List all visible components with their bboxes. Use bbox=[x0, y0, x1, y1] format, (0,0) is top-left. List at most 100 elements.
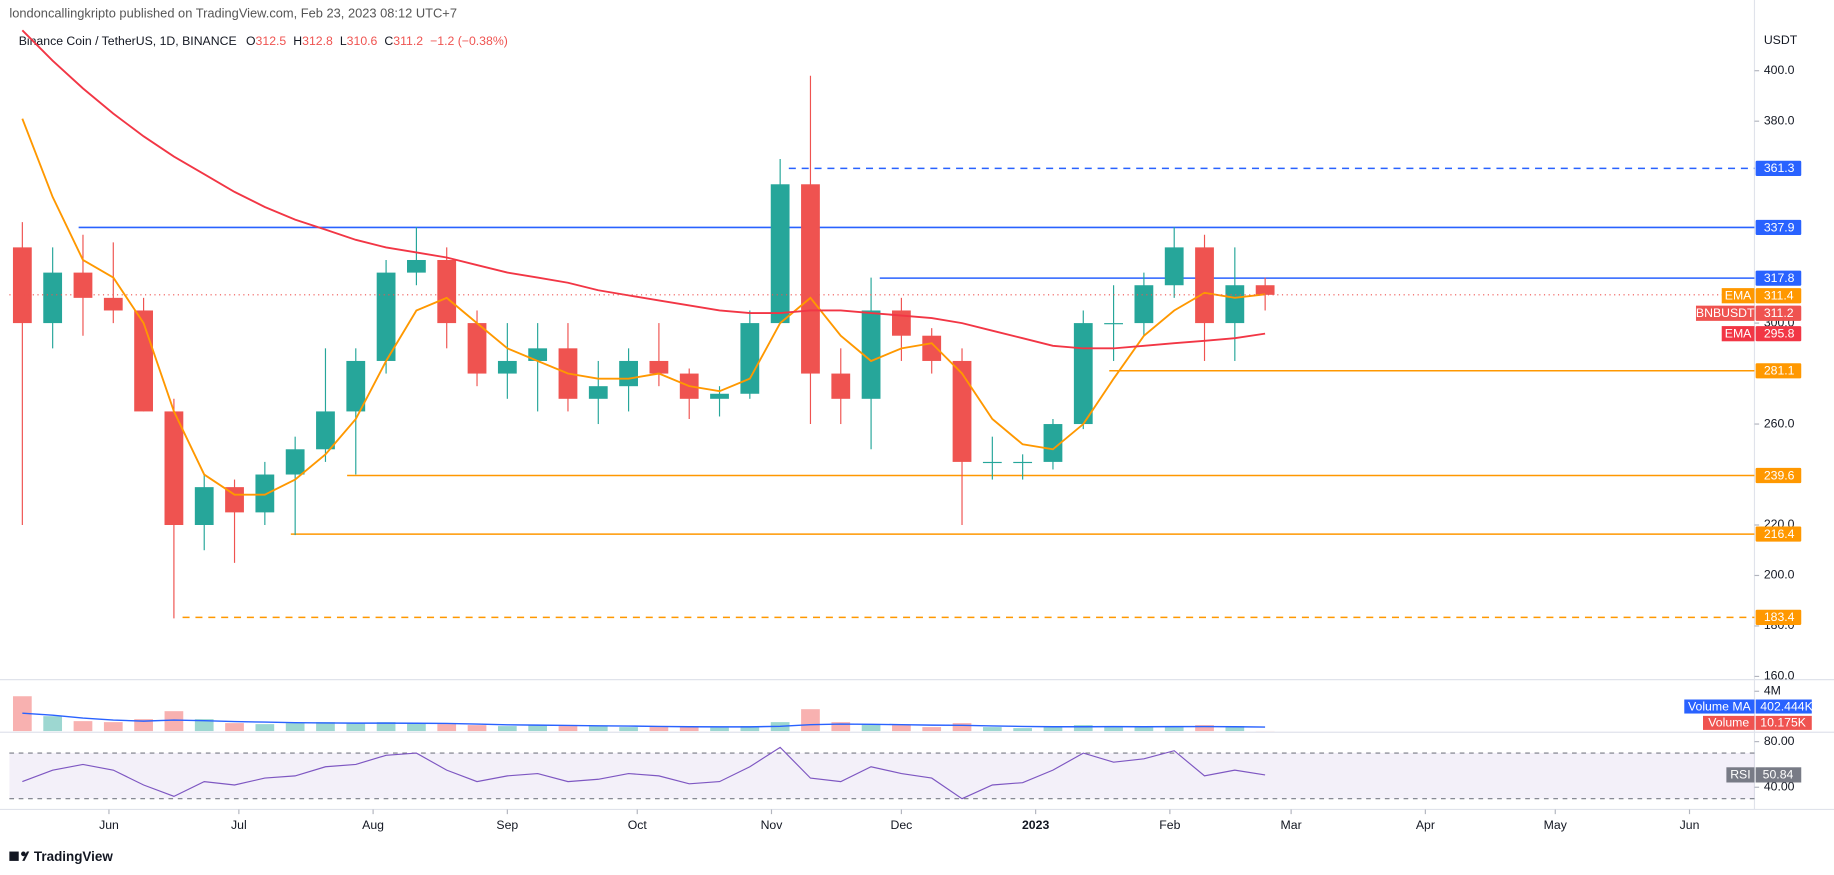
candle-body bbox=[831, 373, 851, 399]
price-label: 311.4 bbox=[1764, 289, 1794, 303]
volume-bar bbox=[437, 724, 457, 732]
rsi-tag-box bbox=[1726, 767, 1755, 783]
price-tag-box bbox=[1721, 288, 1755, 304]
price-label-box bbox=[1755, 363, 1802, 379]
candle-body bbox=[982, 461, 1002, 464]
candle-body bbox=[1255, 285, 1275, 295]
volume-bar bbox=[588, 726, 608, 732]
candle-body bbox=[346, 360, 366, 412]
x-tick-label: Jun bbox=[99, 818, 119, 832]
y-tick-label: 160.0 bbox=[1764, 669, 1795, 683]
unit-label: USDT bbox=[1764, 33, 1798, 47]
candle-body bbox=[12, 247, 32, 324]
volume-bar bbox=[1195, 725, 1214, 732]
volume-bar bbox=[43, 716, 63, 732]
ohlc-value: 310.6 bbox=[347, 34, 378, 48]
candle-body bbox=[164, 411, 184, 525]
price-label-box bbox=[1755, 305, 1802, 321]
volume-ma-line bbox=[22, 712, 1266, 728]
volume-label: 402.444K bbox=[1760, 699, 1813, 713]
symbol: Binance Coin / TetherUS, 1D, BINANCE bbox=[19, 34, 237, 48]
volume-bar bbox=[1225, 726, 1245, 732]
candle-body bbox=[922, 335, 942, 361]
candle-body bbox=[255, 474, 275, 513]
x-tick-label: Dec bbox=[890, 818, 912, 832]
volume-bar bbox=[103, 722, 123, 732]
volume-bar bbox=[194, 719, 214, 732]
price-label: 295.8 bbox=[1764, 327, 1795, 341]
price-label: 239.6 bbox=[1764, 468, 1795, 482]
candle-body bbox=[225, 487, 244, 513]
volume-bar bbox=[528, 725, 548, 732]
volume-tag-box bbox=[1684, 699, 1755, 714]
candle-body bbox=[43, 272, 63, 324]
volume-bar bbox=[1104, 726, 1123, 732]
ema-line bbox=[21, 29, 1266, 350]
candle-body bbox=[467, 323, 487, 374]
candle-body bbox=[801, 184, 820, 374]
rsi-label: 50.84 bbox=[1763, 768, 1794, 782]
candle-body bbox=[861, 310, 881, 399]
candle-body bbox=[1104, 323, 1123, 325]
price-label: 337.9 bbox=[1764, 220, 1795, 234]
candle-body bbox=[1134, 285, 1154, 324]
candle-body bbox=[1043, 424, 1063, 462]
volume-bar bbox=[1134, 727, 1154, 732]
volume-bar bbox=[1043, 727, 1063, 732]
price-label-box bbox=[1755, 219, 1802, 236]
volume-bar bbox=[407, 723, 426, 732]
rsi-tick-label: 40.00 bbox=[1764, 780, 1795, 794]
price-label: 281.1 bbox=[1764, 364, 1795, 378]
volume-bar bbox=[922, 727, 942, 732]
volume-bar bbox=[1164, 726, 1184, 732]
price-label-box bbox=[1755, 526, 1802, 542]
candle-body bbox=[710, 393, 729, 399]
ohlc-label: O bbox=[246, 34, 256, 48]
volume-bar bbox=[710, 727, 729, 732]
volume-label-box bbox=[1755, 715, 1812, 730]
change: −1.2 (−0.38%) bbox=[430, 34, 508, 48]
price-label: 183.4 bbox=[1764, 610, 1795, 624]
rsi-label-box bbox=[1755, 767, 1802, 783]
rsi-line bbox=[22, 746, 1266, 800]
rsi-band bbox=[9, 753, 1755, 799]
x-tick-label: Feb bbox=[1159, 818, 1180, 832]
candle-body bbox=[497, 360, 517, 374]
candle-body bbox=[770, 184, 790, 324]
candle-body bbox=[437, 259, 457, 324]
volume-tag-box bbox=[1703, 715, 1755, 730]
candle-body bbox=[285, 449, 305, 475]
volume-bar bbox=[376, 722, 396, 732]
volume-bar bbox=[558, 726, 578, 732]
candle-body bbox=[1164, 247, 1184, 286]
candle-body bbox=[588, 386, 608, 399]
volume-bar bbox=[255, 724, 275, 732]
candle-body bbox=[619, 360, 638, 387]
y-tick-label: 380.0 bbox=[1764, 113, 1795, 127]
volume-bar bbox=[164, 711, 184, 732]
price-label: 311.2 bbox=[1764, 306, 1794, 320]
volume-label-box bbox=[1755, 699, 1812, 714]
volume-bar bbox=[952, 723, 972, 732]
candle-body bbox=[1195, 247, 1214, 324]
price-label: 216.4 bbox=[1764, 527, 1795, 541]
volume-bar bbox=[225, 723, 244, 732]
volume-label: 10.175K bbox=[1760, 716, 1807, 730]
volume-bar bbox=[861, 724, 881, 732]
price-label-box bbox=[1755, 160, 1802, 176]
volume-bar bbox=[73, 721, 93, 732]
price-tag: EMA bbox=[1725, 289, 1752, 303]
volume-bar bbox=[316, 722, 335, 732]
price-tag-box bbox=[1721, 326, 1755, 342]
volume-bar bbox=[134, 719, 153, 732]
candle-body bbox=[316, 411, 335, 450]
candle-body bbox=[194, 487, 214, 525]
ema-line bbox=[21, 118, 1266, 496]
brand-logo bbox=[9, 851, 30, 861]
candle-body bbox=[649, 360, 669, 374]
y-tick-label: 400.0 bbox=[1764, 63, 1795, 77]
ohlc-value: 312.5 bbox=[256, 34, 287, 48]
brand: TradingView bbox=[34, 849, 113, 864]
candle-body bbox=[740, 323, 760, 394]
